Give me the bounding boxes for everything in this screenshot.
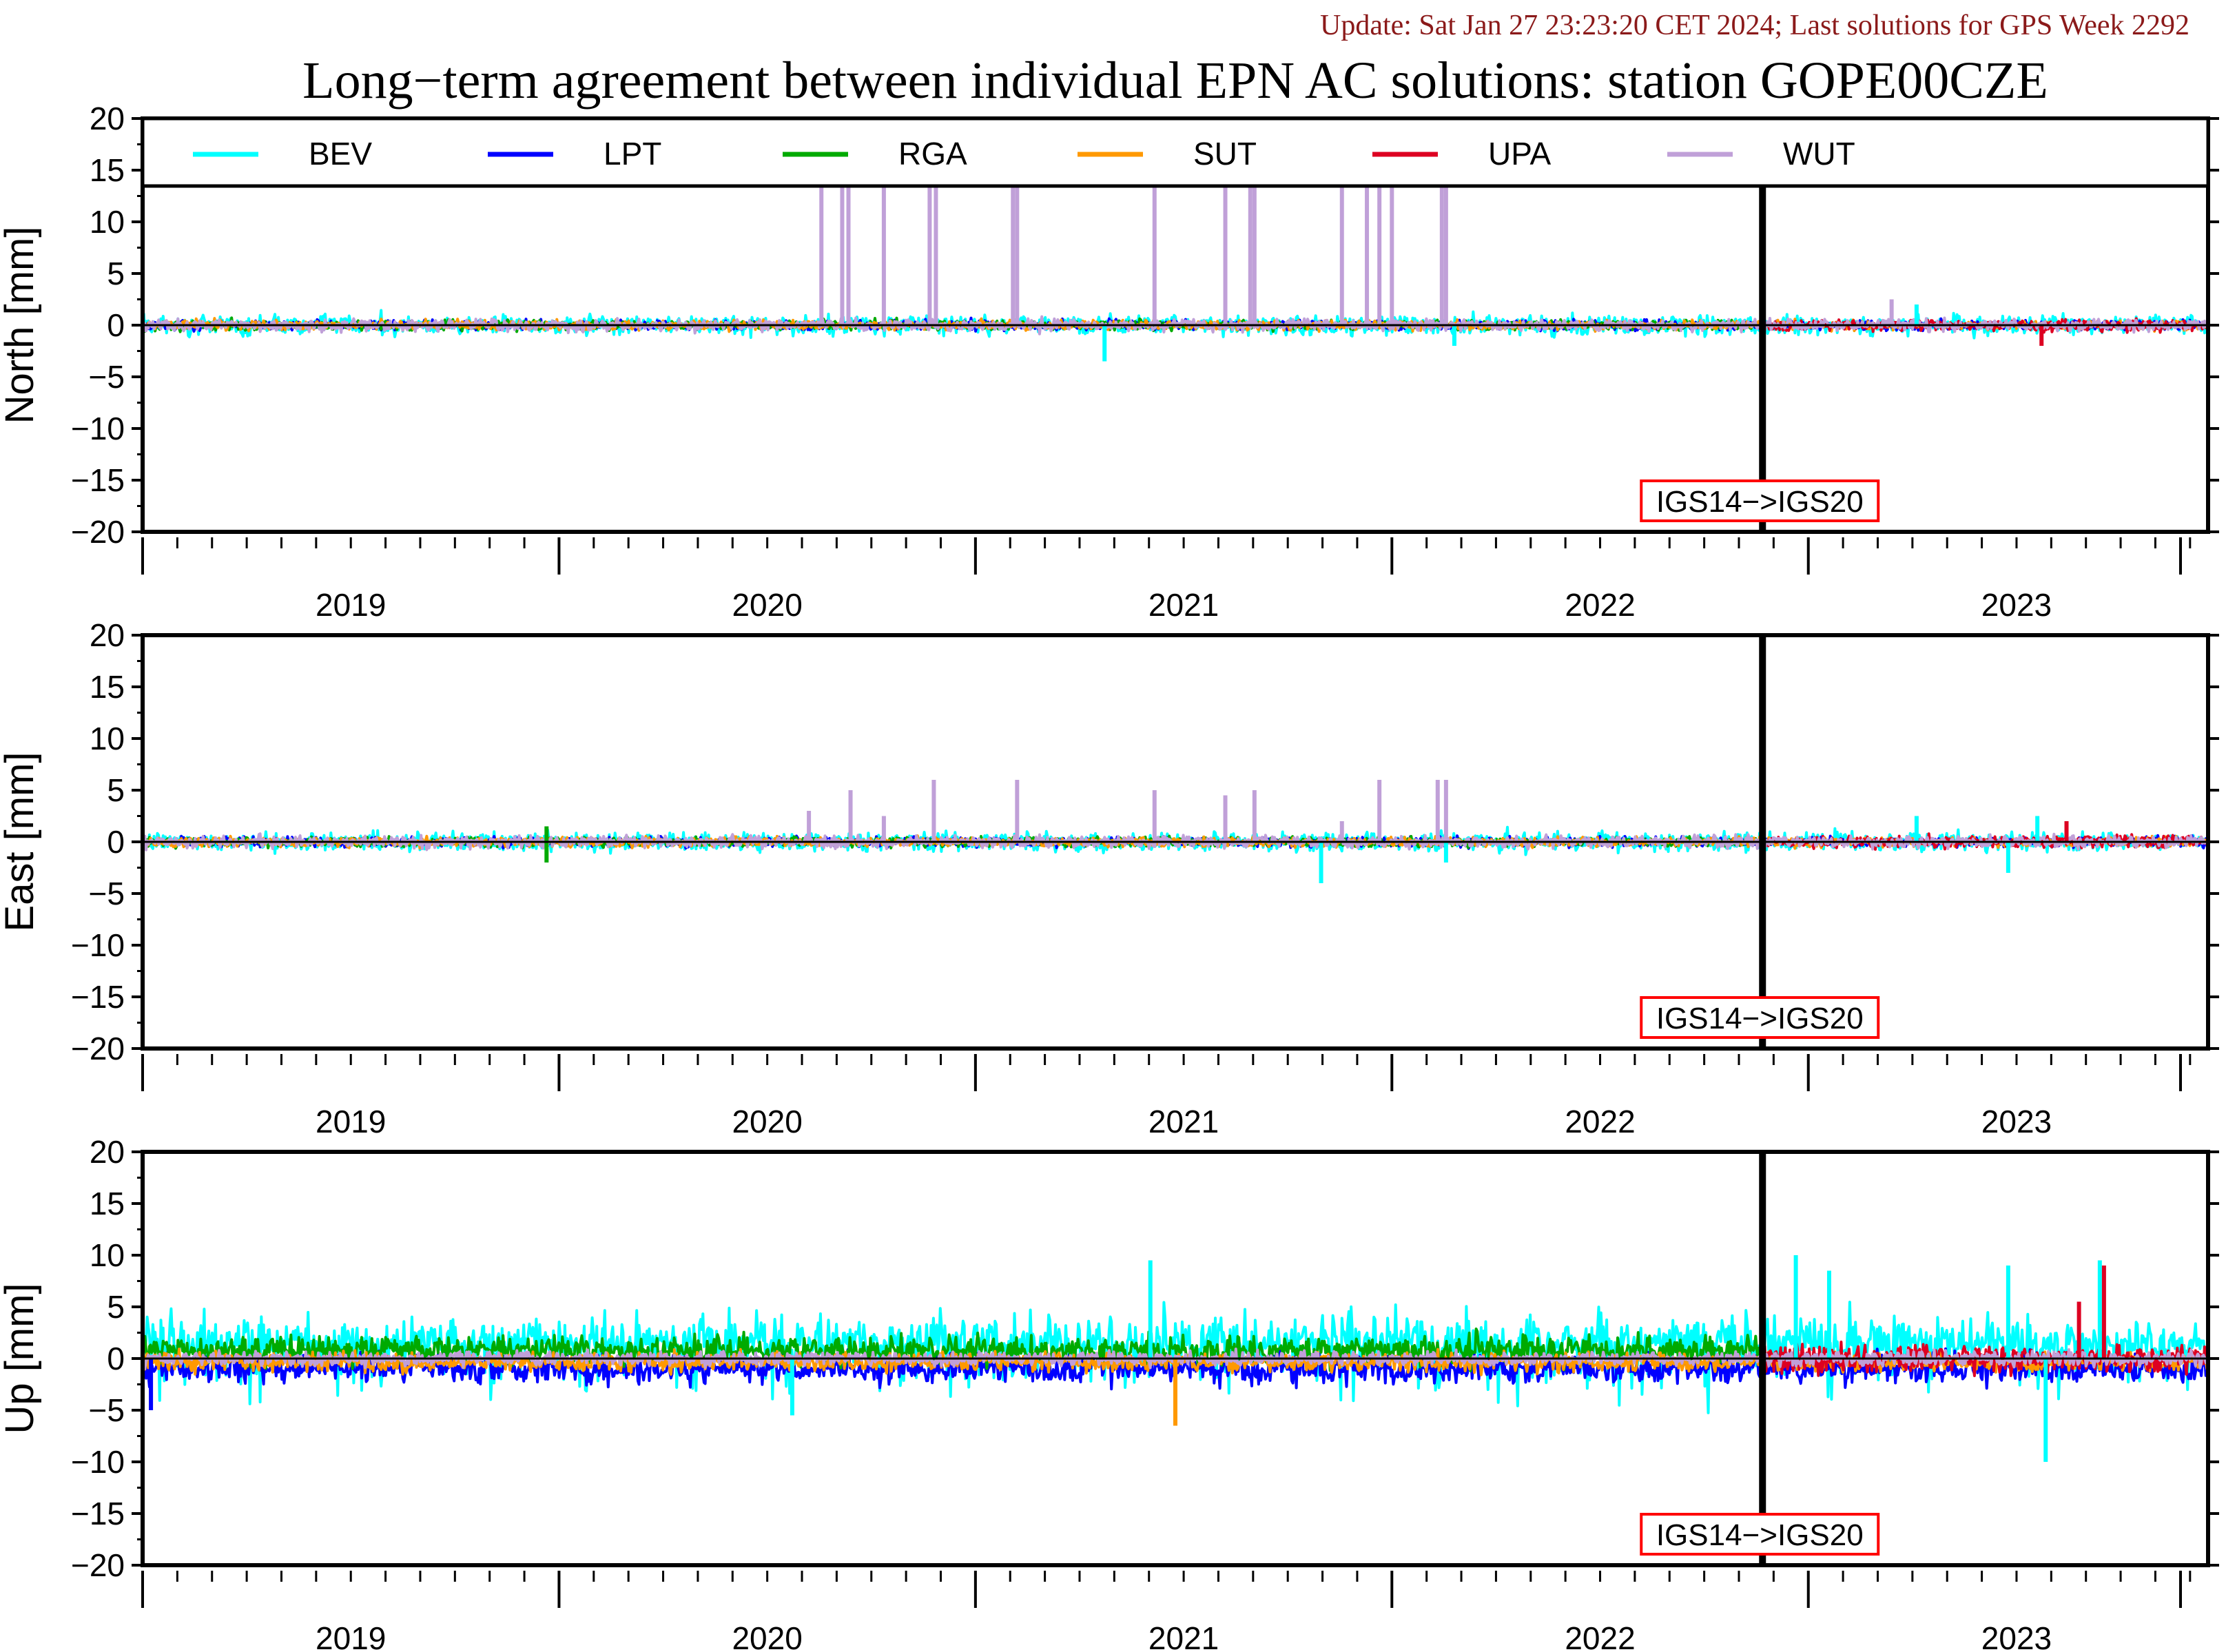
x-year-label: 2023 <box>1981 587 2052 623</box>
y-tick-label: −15 <box>71 462 125 498</box>
y-axis-label: Up [mm] <box>0 1283 42 1434</box>
frame-change-annotation: IGS14−>IGS20 <box>1656 1518 1864 1552</box>
y-tick-label: 10 <box>90 721 125 756</box>
frame-change-annotation: IGS14−>IGS20 <box>1656 485 1864 519</box>
frame-change-annotation-box <box>1640 996 1880 1039</box>
y-tick-label: 15 <box>90 669 125 705</box>
y-tick-label: −10 <box>71 927 125 963</box>
y-tick-label: 0 <box>107 307 125 343</box>
y-tick-label: −15 <box>71 1496 125 1531</box>
y-tick-label: −10 <box>71 1444 125 1480</box>
legend-label-upa: UPA <box>1488 136 1551 172</box>
y-tick-label: −15 <box>71 979 125 1015</box>
legend-label-sut: SUT <box>1193 136 1257 172</box>
series-bev-line <box>143 1301 2208 1414</box>
y-tick-label: 5 <box>107 256 125 291</box>
frame-change-annotation: IGS14−>IGS20 <box>1656 1002 1864 1035</box>
series-wut-line <box>143 1348 2208 1370</box>
y-tick-label: 5 <box>107 772 125 808</box>
panel-north: 20 15 10 5 0 −5 −10 −15 −20 North [mm] 2019 2020 202… <box>0 101 2219 623</box>
legend-label-lpt: LPT <box>604 136 661 172</box>
x-year-label: 2020 <box>732 1620 802 1652</box>
x-year-label: 2022 <box>1565 587 1635 623</box>
legend-box <box>141 116 2210 188</box>
plot-area-up <box>143 1255 2208 1462</box>
y-tick-label: 5 <box>107 1289 125 1325</box>
x-year-label: 2020 <box>732 1104 802 1139</box>
y-tick-label: −10 <box>71 411 125 446</box>
x-year-label: 2019 <box>316 587 386 623</box>
y-tick-label: 10 <box>90 204 125 240</box>
legend-label-rga: RGA <box>898 136 967 172</box>
y-tick-label: −20 <box>71 514 125 550</box>
legend: BEV LPT RGA SUT UPA WUT <box>141 116 2210 188</box>
y-tick-label: 15 <box>90 152 125 188</box>
panel-east: 20 15 10 5 0 −5 −10 −15 −20 East [mm] 2019 2020 2021… <box>0 617 2219 1139</box>
y-tick-label: 15 <box>90 1186 125 1221</box>
x-year-label: 2019 <box>316 1620 386 1652</box>
frame-change-annotation-box <box>1640 479 1880 522</box>
x-year-label: 2023 <box>1981 1104 2052 1139</box>
x-year-label: 2021 <box>1148 1620 1219 1652</box>
update-text: Update: Sat Jan 27 23:23:20 CET 2024; La… <box>1320 10 2189 41</box>
y-tick-label: 20 <box>90 101 125 136</box>
x-year-label: 2020 <box>732 587 802 623</box>
y-tick-label: −20 <box>71 1031 125 1066</box>
y-tick-label: 0 <box>107 824 125 860</box>
y-tick-label: −5 <box>89 876 125 911</box>
legend-label-bev: BEV <box>309 136 372 172</box>
y-axis-label: East [mm] <box>0 752 42 931</box>
y-tick-label: 0 <box>107 1341 125 1376</box>
legend-label-wut: WUT <box>1783 136 1855 172</box>
panel-up: 20 15 10 5 0 −5 −10 −15 −20 Up [mm] 2019 2020 2021 20… <box>0 1134 2219 1652</box>
y-tick-label: 20 <box>90 617 125 653</box>
y-tick-label: −20 <box>71 1547 125 1583</box>
plot-area-east <box>143 780 2208 883</box>
x-year-label: 2023 <box>1981 1620 2052 1652</box>
y-tick-label: 20 <box>90 1134 125 1170</box>
x-year-label: 2022 <box>1565 1104 1635 1139</box>
x-year-label: 2019 <box>316 1104 386 1139</box>
y-tick-label: 10 <box>90 1237 125 1273</box>
frame-change-annotation-box <box>1640 1513 1880 1556</box>
x-year-label: 2021 <box>1148 1104 1219 1139</box>
y-tick-label: −5 <box>89 359 125 395</box>
y-axis-label: North [mm] <box>0 227 42 424</box>
y-tick-label: −5 <box>89 1392 125 1428</box>
x-year-label: 2022 <box>1565 1620 1635 1652</box>
chart-title: Long−term agreement between individual E… <box>302 52 2048 110</box>
x-year-label: 2021 <box>1148 587 1219 623</box>
